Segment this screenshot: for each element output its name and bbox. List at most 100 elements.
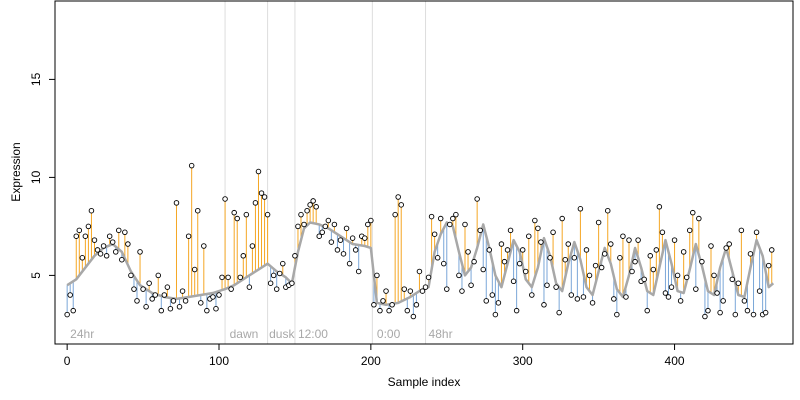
data-point xyxy=(374,272,380,279)
data-point xyxy=(164,284,171,290)
data-point xyxy=(352,247,359,253)
data-point xyxy=(753,229,760,236)
data-point xyxy=(668,284,675,290)
data-point xyxy=(264,211,271,218)
data-point xyxy=(392,211,398,218)
data-point xyxy=(504,247,511,253)
data-point xyxy=(313,204,319,210)
data-point xyxy=(377,307,383,314)
data-point xyxy=(565,241,572,247)
data-point xyxy=(647,253,654,259)
data-point xyxy=(620,233,626,239)
data-point xyxy=(237,274,244,281)
phase-label: 12:00 xyxy=(298,327,328,341)
data-point xyxy=(170,298,177,304)
data-point xyxy=(328,239,335,245)
data-point xyxy=(720,298,726,304)
data-point xyxy=(532,217,538,224)
data-point xyxy=(106,233,113,239)
data-point xyxy=(73,233,80,239)
data-point xyxy=(216,292,222,298)
data-point xyxy=(431,231,438,237)
data-point xyxy=(744,307,751,314)
data-point xyxy=(577,206,584,212)
data-point xyxy=(325,217,332,224)
data-point xyxy=(550,229,556,236)
data-point xyxy=(173,200,180,206)
data-point xyxy=(617,255,623,261)
data-point xyxy=(258,190,265,196)
data-points xyxy=(64,162,775,320)
data-point xyxy=(559,215,565,222)
data-point xyxy=(194,207,201,214)
data-point xyxy=(450,215,456,222)
data-point xyxy=(91,237,98,243)
data-point xyxy=(604,207,611,214)
data-point xyxy=(683,274,690,281)
data-point xyxy=(568,292,575,298)
data-point xyxy=(598,264,605,271)
data-point xyxy=(337,237,344,243)
data-point xyxy=(486,247,493,253)
data-point xyxy=(228,286,234,292)
data-point xyxy=(674,272,681,279)
data-point xyxy=(371,302,377,308)
data-point xyxy=(128,272,134,279)
data-point xyxy=(307,202,313,208)
y-axis: 5 10 15 xyxy=(29,72,55,279)
data-point xyxy=(389,302,395,308)
y-tick-label: 15 xyxy=(29,72,43,86)
data-point xyxy=(410,313,417,320)
data-point xyxy=(437,215,444,222)
data-point xyxy=(419,288,426,294)
data-point xyxy=(140,286,146,292)
data-point xyxy=(477,227,483,234)
data-point xyxy=(756,288,763,294)
data-point xyxy=(109,239,116,245)
data-point xyxy=(365,221,371,228)
data-point xyxy=(732,311,739,318)
data-point xyxy=(562,256,568,263)
data-point xyxy=(319,229,326,236)
data-point xyxy=(201,243,207,249)
data-point xyxy=(444,286,450,292)
data-point xyxy=(659,229,666,236)
data-point xyxy=(295,223,301,230)
data-point xyxy=(580,294,587,300)
data-point xyxy=(671,237,678,243)
data-point xyxy=(574,296,581,302)
data-point xyxy=(629,268,635,275)
data-point xyxy=(179,288,186,294)
data-point xyxy=(340,251,347,257)
data-point xyxy=(434,255,441,261)
data-point xyxy=(398,202,404,208)
data-point xyxy=(492,311,499,318)
data-point xyxy=(553,284,559,290)
data-point xyxy=(204,307,210,314)
data-point xyxy=(762,309,769,316)
data-point xyxy=(386,307,392,314)
data-point xyxy=(225,274,231,281)
data-point xyxy=(522,268,529,275)
data-point xyxy=(334,247,341,253)
data-point xyxy=(768,247,775,253)
data-point xyxy=(131,286,137,292)
data-point xyxy=(249,243,256,249)
data-point xyxy=(601,251,608,257)
data-point xyxy=(383,288,389,294)
data-point xyxy=(571,255,578,261)
data-point xyxy=(735,280,742,286)
data-point xyxy=(538,239,544,245)
data-point xyxy=(623,294,629,300)
data-point xyxy=(176,304,183,310)
data-point xyxy=(474,196,480,202)
data-point xyxy=(97,251,104,257)
data-point xyxy=(304,207,310,214)
data-point xyxy=(501,258,508,265)
data-point xyxy=(103,253,110,259)
data-point xyxy=(413,302,420,308)
data-point xyxy=(693,286,699,292)
data-point xyxy=(213,305,219,312)
data-point xyxy=(94,247,101,253)
data-point xyxy=(273,286,280,292)
